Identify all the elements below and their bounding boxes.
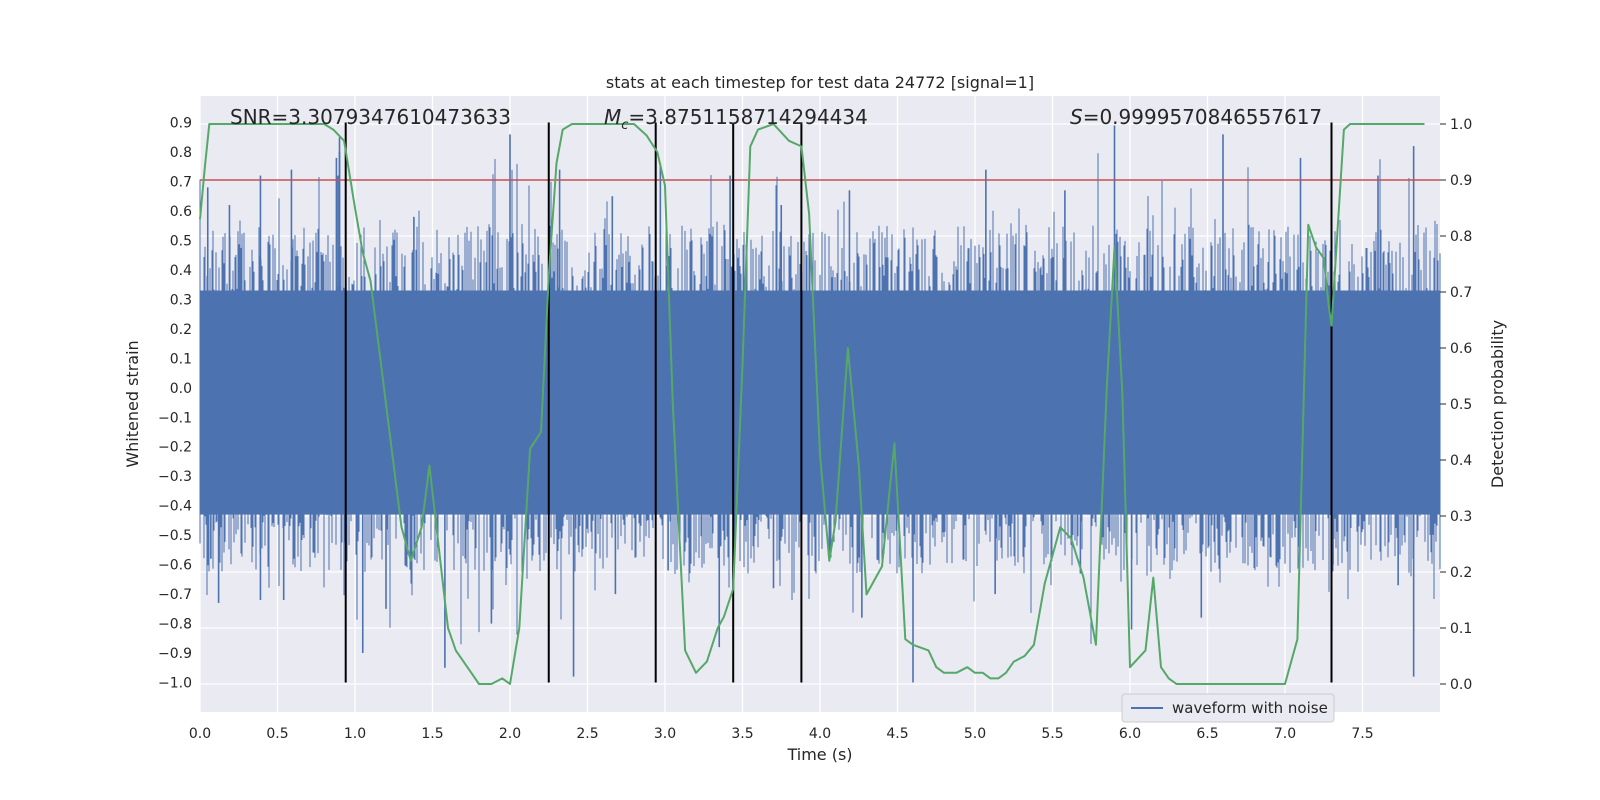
x-axis: 0.0 0.5 1.0 1.5 2.0 2.5 3.0 3.5 4.0 4.5 5.0 5.5 6.0 6…: [189, 726, 1374, 742]
strain-band: [200, 290, 1440, 515]
y-axis-label-right: Detection probability: [1488, 320, 1507, 488]
x-tick-label: 4.5: [886, 726, 908, 742]
x-axis-label: Time (s): [786, 745, 852, 764]
x-tick-label: 1.5: [421, 726, 443, 742]
y-tick-label: 0.4: [170, 263, 192, 279]
y-axis-right: 1.0 0.9 0.8 0.7 0.6 0.5 0.4 0.3 0.2 0.1 0.0: [1440, 117, 1472, 693]
y-axis-left: 0.9 0.8 0.7 0.6 0.5 0.4 0.3 0.2 0.1 0.0 −0.1 −0.2 −0…: [158, 116, 192, 692]
y-tick-label-right: 0.5: [1450, 397, 1472, 413]
legend-label: waveform with noise: [1172, 699, 1328, 717]
chart-title: stats at each timestep for test data 247…: [606, 73, 1034, 92]
y-tick-label: −0.1: [158, 410, 192, 426]
y-tick-label-right: 0.6: [1450, 341, 1472, 357]
strain-series: [199, 125, 1441, 683]
probability-series: [199, 123, 1425, 685]
x-tick-label: 5.5: [1041, 726, 1063, 742]
y-tick-label: 0.5: [170, 233, 192, 249]
score-annotation: S=0.9999570846557617: [1070, 105, 1322, 129]
y-tick-label: −0.9: [158, 646, 192, 662]
y-tick-label: −0.4: [158, 499, 192, 515]
y-tick-label: 0.3: [170, 292, 192, 308]
y-axis-label: Whitened strain: [123, 340, 142, 467]
y-tick-label: 0.8: [170, 145, 192, 161]
y-tick-label: −1.0: [158, 676, 192, 692]
y-tick-label-right: 0.4: [1450, 453, 1472, 469]
score-value: =0.9999570846557617: [1083, 105, 1322, 129]
chirp-mass-annotation: Mc=3.8751158714294434: [604, 105, 868, 133]
x-tick-label: 6.0: [1119, 726, 1141, 742]
x-tick-label: 7.5: [1351, 726, 1373, 742]
chirp-mass-symbol: M: [604, 105, 621, 129]
y-tick-label: −0.7: [158, 587, 192, 603]
y-tick-label: −0.3: [158, 469, 192, 485]
y-tick-label: −0.6: [158, 558, 192, 574]
snr-annotation: SNR=3.3079347610473633: [230, 105, 511, 129]
y-tick-label: −0.2: [158, 440, 192, 456]
x-tick-label: 5.0: [964, 726, 986, 742]
y-tick-label-right: 0.2: [1450, 565, 1472, 581]
y-tick-label-right: 0.9: [1450, 173, 1472, 189]
x-tick-label: 2.5: [576, 726, 598, 742]
x-tick-label: 2.0: [499, 726, 521, 742]
y-tick-label-right: 0.3: [1450, 509, 1472, 525]
chirp-mass-value: =3.8751158714294434: [628, 105, 867, 129]
x-tick-label: 3.5: [731, 726, 753, 742]
y-tick-label-right: 1.0: [1450, 117, 1472, 133]
score-symbol: S: [1070, 105, 1083, 129]
x-tick-label: 7.0: [1274, 726, 1296, 742]
x-tick-label: 1.0: [344, 726, 366, 742]
y-tick-label: 0.2: [170, 322, 192, 338]
y-tick-label-right: 0.1: [1450, 621, 1472, 637]
legend: waveform with noise: [1121, 693, 1335, 723]
plot-area: [199, 122, 1441, 685]
x-tick-label: 0.5: [266, 726, 288, 742]
probability-line: [199, 123, 1425, 685]
legend-box: [1121, 693, 1335, 723]
y-tick-label: 0.6: [170, 204, 192, 220]
y-tick-label: 0.9: [170, 116, 192, 132]
y-tick-label: 0.1: [170, 351, 192, 367]
x-tick-label: 4.0: [809, 726, 831, 742]
x-tick-label: 0.0: [189, 726, 211, 742]
y-tick-label: 0.7: [170, 174, 192, 190]
y-tick-label: 0.0: [170, 381, 192, 397]
y-tick-label: −0.5: [158, 528, 192, 544]
x-tick-label: 3.0: [654, 726, 676, 742]
y-tick-label-right: 0.0: [1450, 677, 1472, 693]
y-tick-label: −0.8: [158, 617, 192, 633]
y-tick-label-right: 0.8: [1450, 229, 1472, 245]
chirp-mass-subscript: c: [621, 118, 628, 133]
x-tick-label: 6.5: [1196, 726, 1218, 742]
y-tick-label-right: 0.7: [1450, 285, 1472, 301]
